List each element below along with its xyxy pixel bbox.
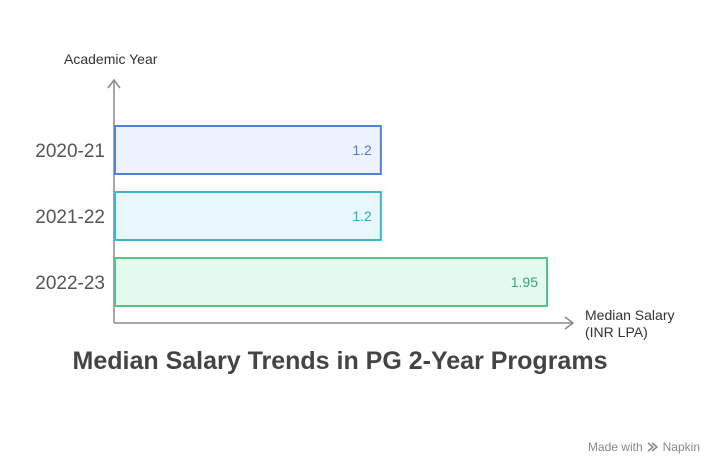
bar-2021-22 — [114, 191, 382, 241]
x-axis-title-line: (INR LPA) — [585, 324, 648, 340]
napkin-watermark[interactable]: Made with Napkin — [588, 440, 700, 454]
x-axis-arrow-icon — [564, 316, 575, 330]
watermark-brand: Napkin — [662, 440, 700, 454]
bar-2020-21 — [114, 125, 382, 175]
salary-bar-chart: Academic Year Median Salary(INR LPA) 2020-… — [35, 51, 674, 340]
bar-series — [114, 125, 548, 307]
y-tick-label: 2020-21 — [35, 141, 105, 162]
watermark-text: Made with — [587, 440, 643, 454]
x-axis-title-line: Median Salary — [585, 307, 675, 323]
y-tick-label: 2022-23 — [35, 273, 105, 294]
y-tick-label: 2021-22 — [35, 207, 105, 228]
chart-title: Median Salary Trends in PG 2-Year Progra… — [72, 347, 608, 375]
chart-labels: Academic Year Median Salary(INR LPA) 2020-… — [35, 51, 674, 340]
napkin-logo-icon — [647, 442, 658, 452]
bar-value-label: 1.95 — [511, 274, 538, 290]
bar-2022-23 — [114, 257, 548, 307]
y-axis-title: Academic Year — [64, 51, 158, 67]
bar-value-label: 1.2 — [352, 208, 372, 224]
bar-value-label: 1.2 — [352, 142, 372, 158]
y-axis-arrow-icon — [107, 78, 121, 89]
